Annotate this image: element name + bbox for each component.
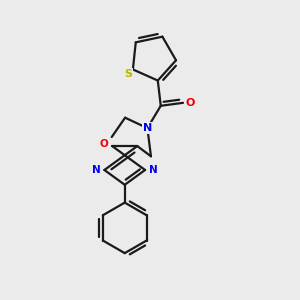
Text: N: N: [149, 165, 158, 175]
Text: O: O: [100, 139, 108, 149]
Text: N: N: [143, 123, 152, 133]
Text: O: O: [186, 98, 195, 108]
Text: S: S: [124, 69, 132, 79]
Text: N: N: [92, 165, 100, 175]
